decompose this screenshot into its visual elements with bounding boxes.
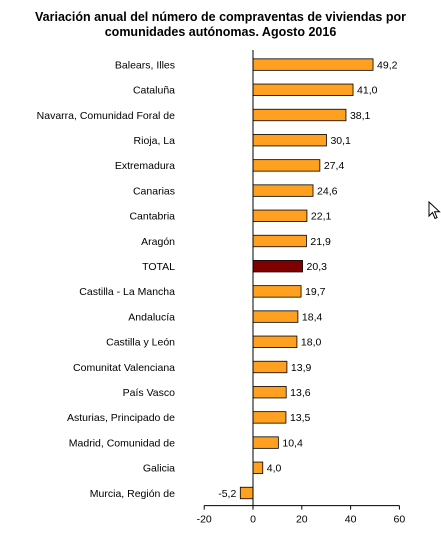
value-label: 30,1 bbox=[330, 135, 351, 147]
category-label: Asturias, Principado de bbox=[67, 412, 175, 424]
value-label: 19,7 bbox=[305, 286, 326, 298]
bar bbox=[252, 461, 264, 474]
bar bbox=[252, 360, 288, 374]
value-label: 18,0 bbox=[301, 337, 322, 349]
value-label: 13,5 bbox=[290, 412, 311, 424]
category-label: Balears, Illes bbox=[115, 59, 175, 71]
x-tick-label: 0 bbox=[250, 514, 256, 526]
value-label: 13,9 bbox=[291, 362, 312, 374]
value-label: 4,0 bbox=[267, 463, 282, 475]
category-label: Extremadura bbox=[115, 160, 175, 172]
category-label: TOTAL bbox=[142, 261, 175, 273]
category-label: Castilla - La Mancha bbox=[79, 286, 175, 298]
bar bbox=[252, 310, 299, 323]
x-tick-label: 20 bbox=[296, 514, 308, 526]
value-label: 24,6 bbox=[317, 185, 338, 197]
bar bbox=[252, 83, 354, 96]
category-label: Castilla y León bbox=[106, 337, 175, 349]
category-label: Comunitat Valenciana bbox=[73, 362, 175, 374]
bar bbox=[252, 411, 287, 424]
value-label: 18,4 bbox=[302, 311, 323, 323]
value-label: 13,6 bbox=[290, 387, 311, 399]
category-label: Navarra, Comunidad Foral de bbox=[37, 110, 175, 122]
bar-total bbox=[252, 260, 303, 273]
bar bbox=[252, 159, 321, 172]
x-tick-label: 40 bbox=[345, 514, 357, 526]
category-label: Galicia bbox=[143, 463, 175, 475]
value-label: 20,3 bbox=[307, 261, 328, 273]
bar bbox=[252, 184, 314, 197]
chart-title: Variación anual del número de compravent… bbox=[0, 10, 441, 40]
value-label: 22,1 bbox=[311, 211, 332, 223]
category-label: País Vasco bbox=[123, 387, 175, 399]
category-label: Cantabria bbox=[129, 211, 175, 223]
bar bbox=[252, 134, 327, 147]
category-label: Rioja, La bbox=[134, 135, 176, 147]
bar bbox=[239, 486, 254, 500]
x-tick-label: 60 bbox=[394, 514, 406, 526]
value-label: 41,0 bbox=[357, 85, 378, 97]
value-label: 27,4 bbox=[324, 160, 345, 172]
bar bbox=[252, 436, 279, 449]
bar bbox=[252, 209, 308, 222]
category-label: Andalucía bbox=[128, 311, 175, 323]
category-label: Cataluña bbox=[133, 85, 175, 97]
bar bbox=[252, 335, 298, 348]
bar bbox=[252, 386, 287, 399]
value-label: 38,1 bbox=[350, 110, 371, 122]
bar bbox=[252, 234, 307, 248]
chart-title-line-1: Variación anual del número de compravent… bbox=[35, 10, 406, 24]
value-label: -5,2 bbox=[218, 488, 236, 500]
value-label: 49,2 bbox=[377, 59, 398, 71]
value-label: 21,9 bbox=[310, 236, 331, 248]
category-label: Canarias bbox=[133, 185, 175, 197]
bar bbox=[252, 108, 347, 122]
mouse-pointer-icon bbox=[428, 201, 441, 220]
bar bbox=[252, 285, 302, 298]
chart-title-line-2: comunidades autónomas. Agosto 2016 bbox=[104, 25, 337, 39]
category-label: Madrid, Comunidad de bbox=[69, 437, 175, 449]
bar bbox=[252, 58, 374, 71]
x-tick-label: -20 bbox=[197, 514, 212, 526]
category-label: Murcia, Región de bbox=[90, 488, 175, 500]
value-label: 10,4 bbox=[282, 437, 303, 449]
category-label: Aragón bbox=[141, 236, 175, 248]
